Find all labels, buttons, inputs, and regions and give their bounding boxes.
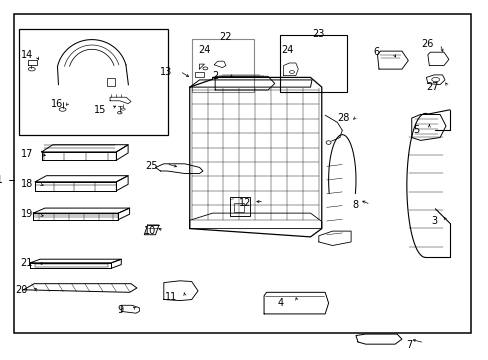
Text: 18: 18	[20, 179, 33, 189]
Text: 14: 14	[20, 50, 33, 60]
Text: 19: 19	[20, 209, 33, 219]
Text: 13: 13	[160, 67, 172, 77]
Text: 21: 21	[20, 258, 33, 268]
Text: 26: 26	[421, 39, 433, 49]
Bar	[233, 203, 243, 212]
Text: 24: 24	[281, 45, 293, 55]
Text: 5: 5	[412, 125, 419, 135]
Bar	[194, 72, 204, 77]
Text: 11: 11	[165, 292, 177, 302]
Text: 27: 27	[426, 82, 438, 92]
Text: 3: 3	[430, 216, 437, 226]
Bar	[191, 39, 254, 92]
Bar	[229, 197, 250, 216]
Text: 28: 28	[337, 113, 349, 123]
Text: 24: 24	[198, 45, 210, 55]
Text: 6: 6	[372, 47, 379, 57]
Text: 15: 15	[94, 105, 106, 115]
Bar	[19, 29, 167, 135]
Text: 10: 10	[144, 226, 156, 236]
Text: 23: 23	[311, 29, 324, 39]
Bar	[14, 14, 470, 333]
Bar	[106, 78, 115, 86]
Text: 4: 4	[277, 298, 284, 308]
Text: 25: 25	[145, 161, 158, 171]
Text: 1: 1	[0, 175, 2, 185]
Text: 22: 22	[219, 32, 231, 42]
Text: 7: 7	[405, 340, 411, 350]
Text: 16: 16	[51, 99, 63, 109]
Text: 17: 17	[20, 149, 33, 159]
Text: 20: 20	[16, 285, 28, 295]
Bar	[279, 35, 346, 92]
Text: 2: 2	[212, 71, 219, 81]
Text: 8: 8	[351, 200, 358, 210]
Text: 12: 12	[238, 198, 250, 208]
Text: 9: 9	[117, 305, 123, 315]
Bar	[35, 264, 107, 267]
